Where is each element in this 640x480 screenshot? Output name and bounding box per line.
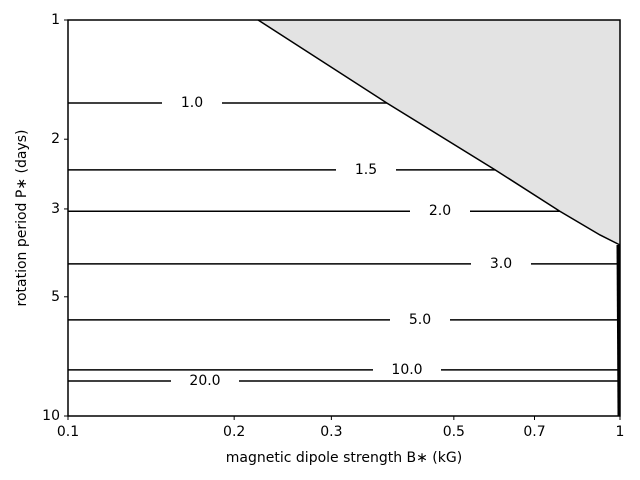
x-tick-label: 0.1 [57,424,79,440]
y-tick-label: 5 [51,289,60,305]
x-tick-label: 1 [616,424,625,440]
x-tick-label: 0.5 [443,424,465,440]
x-tick-label: 0.3 [320,424,342,440]
contour-label: 10.0 [391,362,422,378]
edge-contour [616,244,621,417]
x-tick-label: 0.7 [523,424,545,440]
contour-label: 20.0 [189,373,220,389]
y-tick-label: 1 [51,12,60,28]
contour-label: 5.0 [409,312,431,328]
x-tick-label: 0.2 [223,424,245,440]
contour-label: 2.0 [429,203,451,219]
y-tick-label: 3 [51,201,60,217]
y-axis-label: rotation period P∗ (days) [14,130,30,307]
contour-label: 1.5 [355,162,377,178]
y-tick-label: 10 [42,408,60,424]
excluded-region [258,20,620,246]
contour-label: 3.0 [490,256,512,272]
y-tick-label: 2 [51,131,60,147]
contour-label: 1.0 [181,95,203,111]
plot-frame [67,19,621,417]
region-boundary [257,19,621,246]
x-axis-label: magnetic dipole strength B∗ (kG) [226,450,462,466]
